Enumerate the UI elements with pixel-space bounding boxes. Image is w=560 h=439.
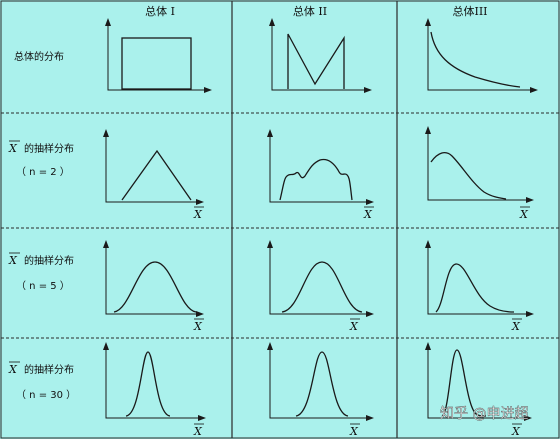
xbar-symbol-3: X	[8, 363, 18, 376]
triangle-curve	[121, 149, 192, 201]
row-label-population: 总体的分布	[14, 50, 64, 63]
plot-n5-2: X	[267, 240, 374, 333]
plot-n2-3: X	[425, 126, 534, 221]
skewed-curve-n2	[430, 151, 507, 200]
x-axis-symbol-n5-2: X	[349, 320, 359, 333]
x-axis-symbol-n5-3: X	[511, 320, 521, 333]
bimodal-v-shape	[287, 33, 345, 89]
n-label-5: （ n = 5 ）	[16, 280, 70, 292]
narrow-bell-n30-3	[441, 349, 487, 417]
x-axis-symbol-n2-2: X	[363, 208, 373, 221]
x-axis-symbol-n30-2: X	[349, 425, 359, 438]
x-axis-symbol-n30-1: X	[193, 425, 203, 438]
column-header-1: 总体 I	[145, 4, 175, 18]
row-label-n5: 的抽样分布	[24, 254, 74, 267]
uniform-box	[121, 37, 192, 90]
skewed-decay-curve	[430, 31, 521, 88]
plot-pop-2	[269, 18, 372, 93]
plot-n30-3: X	[425, 342, 532, 438]
row-label-n30: 的抽样分布	[24, 363, 74, 376]
narrow-bell-n30-2	[295, 351, 349, 417]
plot-n30-2: X	[267, 342, 374, 438]
bell-curve-n5-2	[281, 261, 363, 313]
plot-n2-1: X	[103, 129, 204, 221]
skewed-bell-n5	[435, 263, 515, 313]
xbar-symbol-2: X	[8, 254, 18, 267]
plot-pop-3	[425, 18, 538, 93]
bell-curve-n5-1	[113, 261, 197, 313]
plot-n30-1: X	[103, 342, 206, 438]
x-axis-symbol-n5-1: X	[193, 320, 203, 333]
x-axis-symbol-n30-3: X	[511, 425, 521, 438]
n-label-2: （ n = 2 ）	[16, 166, 70, 178]
column-header-2: 总体 II	[293, 4, 327, 18]
plot-n5-3: X	[425, 240, 534, 333]
plot-pop-1	[105, 18, 212, 93]
x-axis-symbol-n2-1: X	[193, 208, 203, 221]
multimodal-curve	[279, 158, 353, 201]
column-header-3: 总体III	[452, 4, 487, 18]
row-label-n2: 的抽样分布	[24, 142, 74, 155]
plot-n2-2: X	[267, 129, 374, 221]
plot-n5-1: X	[103, 240, 204, 333]
x-axis-symbol-n2-3: X	[519, 208, 529, 221]
xbar-symbol-1: X	[8, 142, 18, 155]
watermark: 知乎 @申进超	[440, 405, 528, 422]
n-label-30: （ n = 30 ）	[16, 389, 76, 401]
narrow-bell-n30-1	[125, 351, 171, 417]
